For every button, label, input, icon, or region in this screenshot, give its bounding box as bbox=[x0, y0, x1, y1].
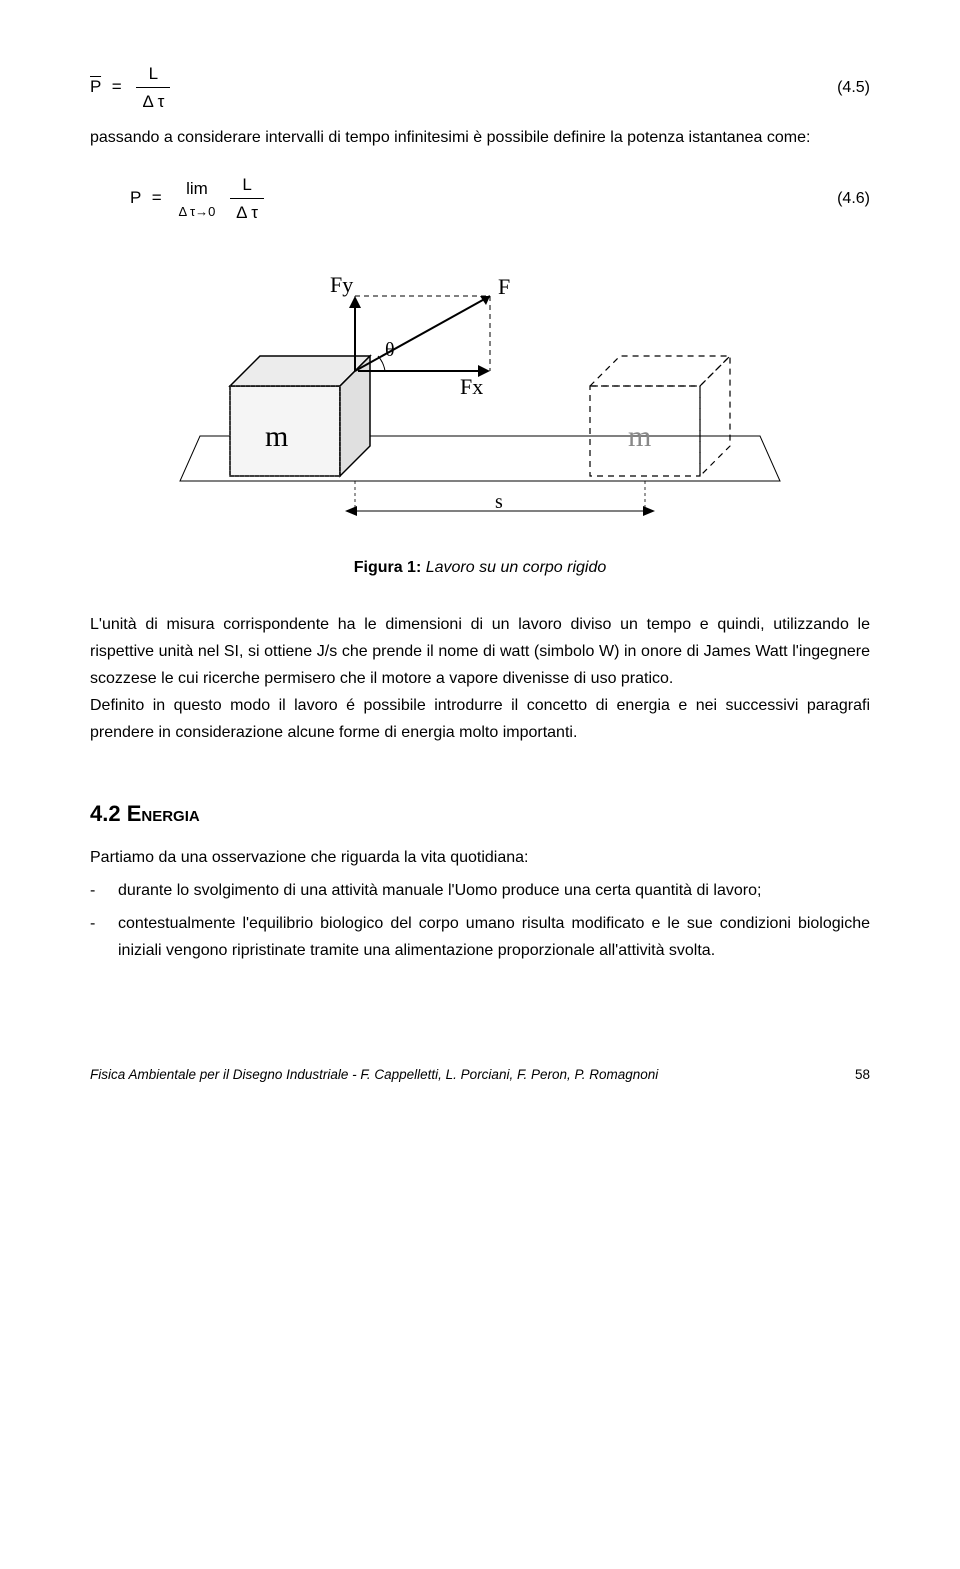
body-p2: Definito in questo modo il lavoro é poss… bbox=[90, 692, 870, 746]
section-num: 4.2 bbox=[90, 801, 127, 826]
section-4-2-title: 4.2 Energia bbox=[90, 796, 870, 831]
eq2-eq: = bbox=[152, 188, 162, 207]
figure-caption: Figura 1: Lavoro su un corpo rigido bbox=[90, 555, 870, 581]
footer-page-number: 58 bbox=[855, 1064, 870, 1086]
section-intro: Partiamo da una osservazione che riguard… bbox=[90, 844, 870, 871]
eq2-lhs: P bbox=[130, 188, 141, 207]
figure-1: Fy F θ Fx m m s bbox=[90, 256, 870, 535]
equation-4-5: P = L Δ τ (4.5) bbox=[90, 60, 870, 115]
fig-label-m1: m bbox=[265, 420, 288, 453]
fig-label-f: F bbox=[498, 274, 510, 299]
eq1-num: L bbox=[136, 60, 170, 88]
eq1-number: (4.5) bbox=[837, 75, 870, 101]
eq2-number: (4.6) bbox=[837, 186, 870, 212]
eq1-den: Δ τ bbox=[136, 88, 170, 115]
intro-line: Partiamo da una osservazione che riguard… bbox=[90, 844, 870, 871]
eq2-den: Δ τ bbox=[230, 199, 264, 226]
para-instantaneous-power: passando a considerare intervalli di tem… bbox=[90, 125, 870, 151]
fig-label-fy: Fy bbox=[330, 272, 353, 297]
eq1-content: P = L Δ τ bbox=[90, 60, 837, 115]
list-item: contestualmente l'equilibrio biologico d… bbox=[90, 910, 870, 964]
bullet-list: durante lo svolgimento di una attività m… bbox=[90, 877, 870, 965]
eq2-lim-top: lim bbox=[178, 175, 215, 202]
eq1-frac: L Δ τ bbox=[136, 60, 170, 115]
eq1-eq: = bbox=[112, 77, 122, 96]
body-paragraphs: L'unità di misura corrispondente ha le d… bbox=[90, 611, 870, 747]
eq2-num: L bbox=[230, 171, 264, 199]
section-rest: Energia bbox=[127, 801, 200, 826]
eq2-lim-sub: Δ τ→0 bbox=[178, 202, 215, 223]
eq1-lhs: P bbox=[90, 77, 101, 96]
fig-label-m2: m bbox=[628, 420, 651, 453]
eq2-lim: lim Δ τ→0 bbox=[178, 175, 215, 223]
footer-left: Fisica Ambientale per il Disegno Industr… bbox=[90, 1064, 658, 1086]
equation-4-6: P = lim Δ τ→0 L Δ τ (4.6) bbox=[90, 171, 870, 226]
fig-label-theta: θ bbox=[385, 339, 395, 361]
eq2-frac: L Δ τ bbox=[230, 171, 264, 226]
figure-svg: Fy F θ Fx m m s bbox=[160, 256, 800, 526]
caption-bold: Figura 1: bbox=[354, 559, 422, 576]
list-item: durante lo svolgimento di una attività m… bbox=[90, 877, 870, 904]
caption-italic: Lavoro su un corpo rigido bbox=[421, 559, 606, 576]
page-footer: Fisica Ambientale per il Disegno Industr… bbox=[90, 1064, 870, 1086]
fig-label-fx: Fx bbox=[460, 374, 483, 399]
body-p1: L'unità di misura corrispondente ha le d… bbox=[90, 611, 870, 693]
fig-label-s: s bbox=[495, 491, 503, 513]
eq2-content: P = lim Δ τ→0 L Δ τ bbox=[130, 171, 837, 226]
